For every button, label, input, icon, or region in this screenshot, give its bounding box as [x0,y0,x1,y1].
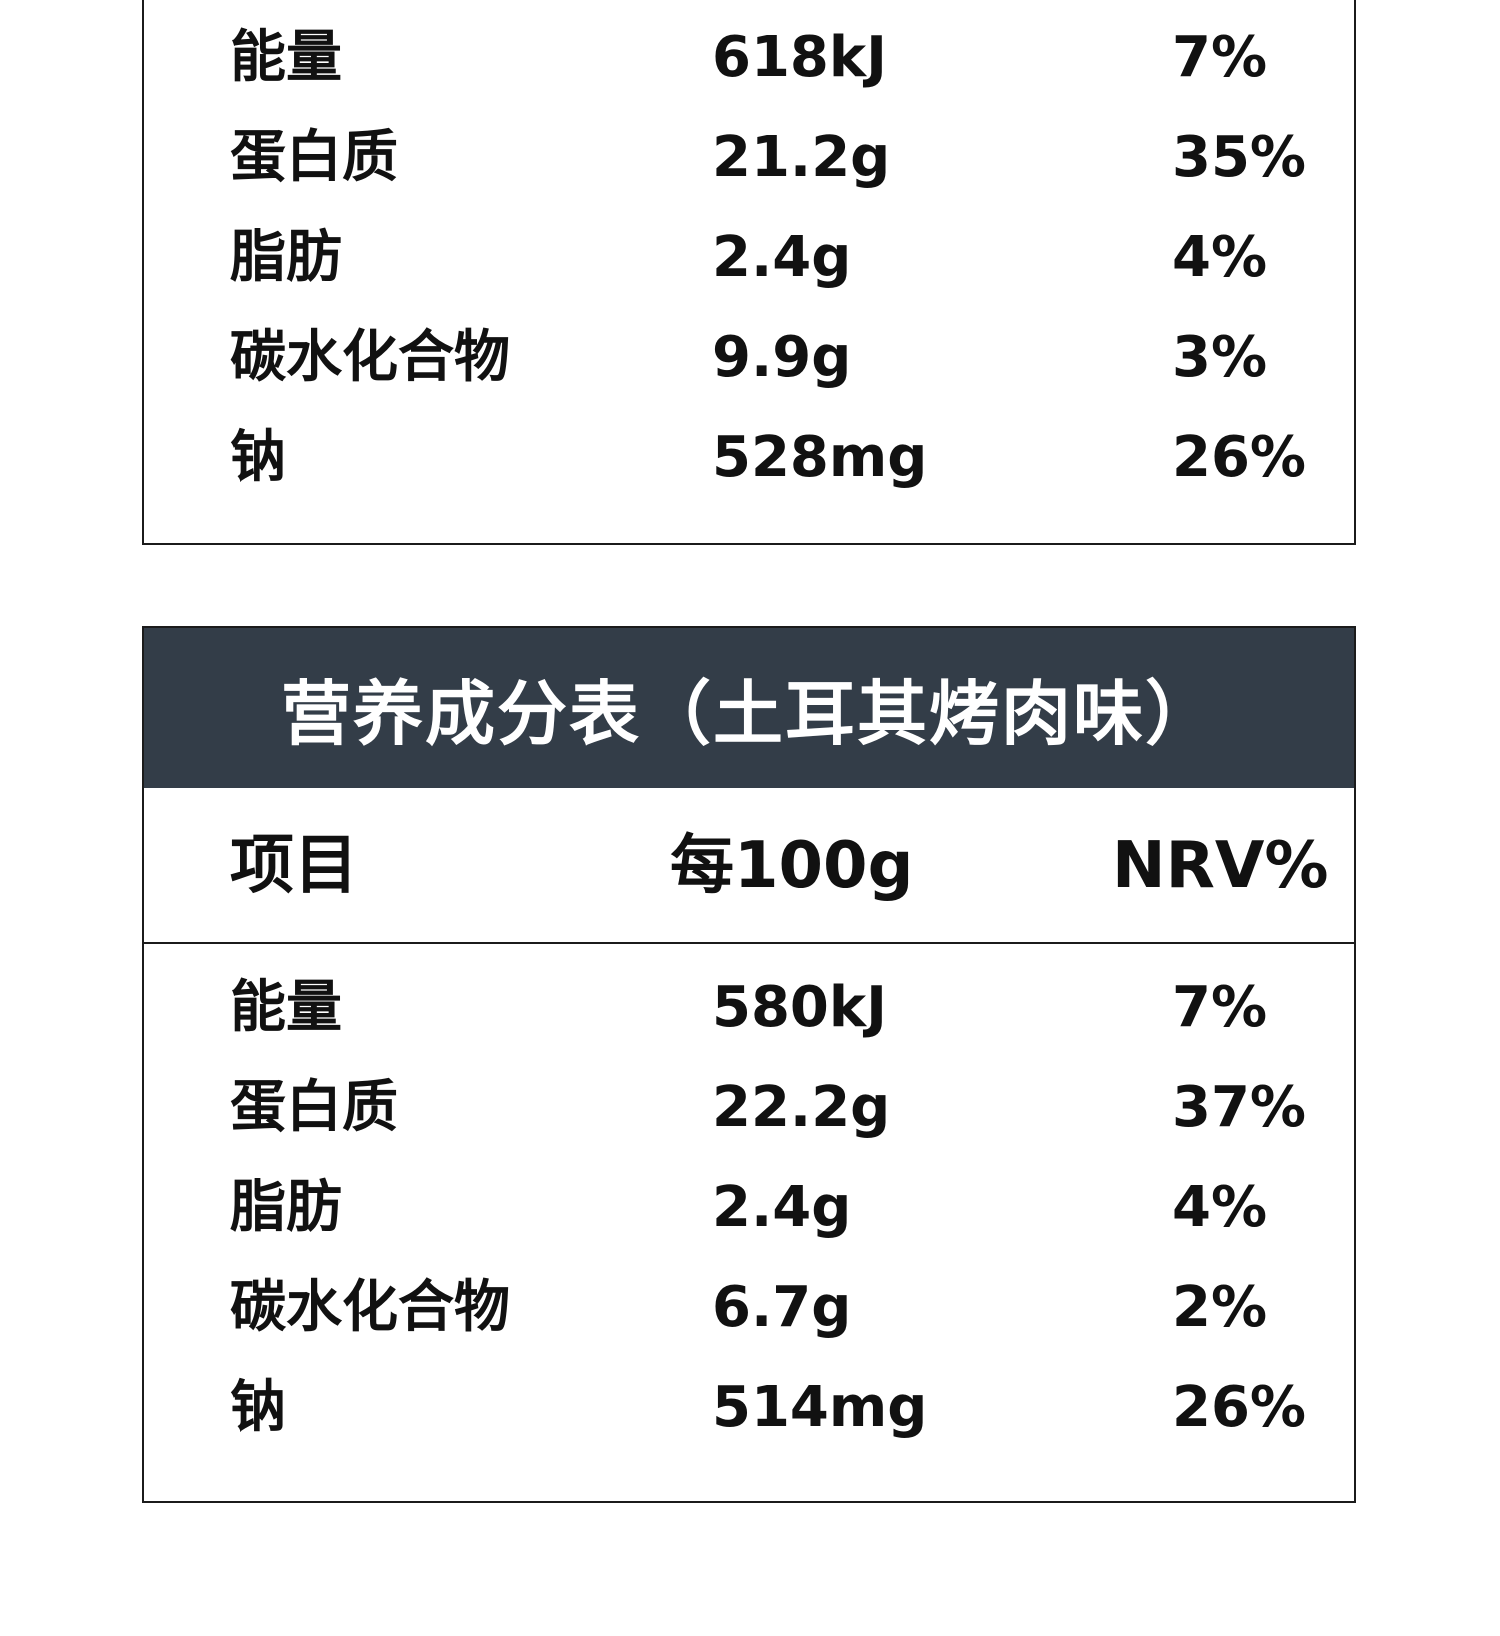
table-row: 钠 514mg 26% [144,1358,1354,1458]
table-row: 能量 580kJ 7% [144,958,1354,1058]
table-row: 能量 618kJ 7% [144,8,1354,108]
nutrient-value: 618kJ [712,25,887,90]
table-row: 钠 528mg 26% [144,408,1354,508]
nutrient-name: 钠 [230,425,286,490]
nutrient-nrv: 4% [1172,1175,1268,1240]
nutrient-name: 钠 [230,1375,286,1440]
nutrient-value: 9.9g [712,325,852,390]
nutrient-name: 蛋白质 [230,125,398,190]
nutrition-table-bottom: 营养成分表（土耳其烤肉味） 项目 每100g NRV% 能量 580kJ 7% … [142,626,1356,1503]
nutrient-name: 能量 [230,25,342,90]
nutrient-value: 6.7g [712,1275,852,1340]
nutrient-nrv: 2% [1172,1275,1268,1340]
nutrient-value: 2.4g [712,225,852,290]
nutrient-name: 能量 [230,975,342,1040]
table-row: 脂肪 2.4g 4% [144,208,1354,308]
column-header-per-100g: 每100g [670,829,914,903]
table-body: 能量 618kJ 7% 蛋白质 21.2g 35% 脂肪 2.4g 4% 碳水化… [144,8,1354,508]
nutrient-nrv: 7% [1172,975,1268,1040]
column-header-item: 项目 [230,829,358,903]
nutrient-nrv: 26% [1172,425,1307,490]
nutrient-nrv: 35% [1172,125,1307,190]
column-header-row: 项目 每100g NRV% [144,788,1354,944]
nutrient-value: 2.4g [712,1175,852,1240]
column-header-nrv: NRV% [1112,829,1329,903]
nutrition-table-top: 能量 618kJ 7% 蛋白质 21.2g 35% 脂肪 2.4g 4% 碳水化… [142,0,1356,545]
nutrient-value: 580kJ [712,975,887,1040]
nutrient-nrv: 37% [1172,1075,1307,1140]
nutrient-name: 脂肪 [230,1175,342,1240]
table-row: 碳水化合物 6.7g 2% [144,1258,1354,1358]
nutrient-name: 蛋白质 [230,1075,398,1140]
nutrient-value: 21.2g [712,125,891,190]
nutrient-name: 脂肪 [230,225,342,290]
nutrient-nrv: 7% [1172,25,1268,90]
nutrient-nrv: 26% [1172,1375,1307,1440]
nutrient-value: 22.2g [712,1075,891,1140]
nutrient-name: 碳水化合物 [230,325,510,390]
nutrient-value: 514mg [712,1375,928,1440]
table-body: 能量 580kJ 7% 蛋白质 22.2g 37% 脂肪 2.4g 4% 碳水化… [144,958,1354,1458]
table-title: 营养成分表（土耳其烤肉味） [144,628,1354,788]
table-row: 蛋白质 22.2g 37% [144,1058,1354,1158]
table-row: 蛋白质 21.2g 35% [144,108,1354,208]
table-row: 碳水化合物 9.9g 3% [144,308,1354,408]
nutrient-nrv: 3% [1172,325,1268,390]
nutrient-value: 528mg [712,425,928,490]
nutrient-name: 碳水化合物 [230,1275,510,1340]
table-row: 脂肪 2.4g 4% [144,1158,1354,1258]
nutrient-nrv: 4% [1172,225,1268,290]
